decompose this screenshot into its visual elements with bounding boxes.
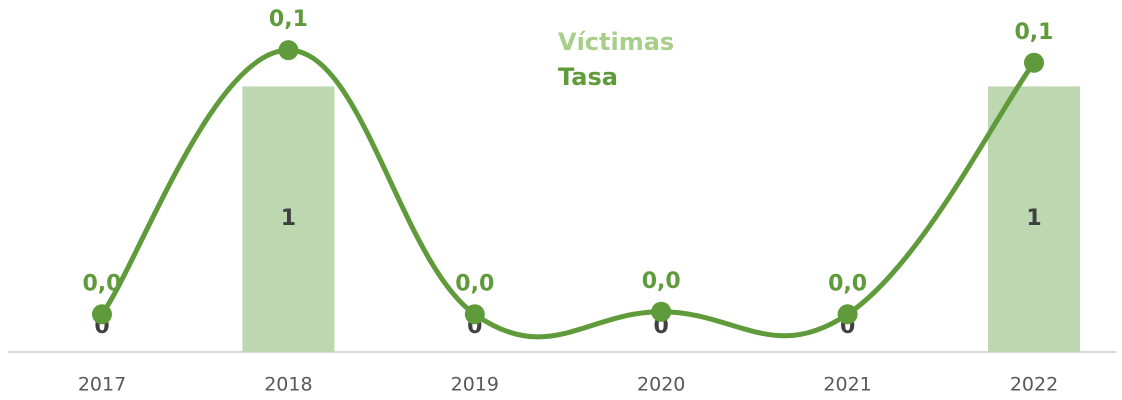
legend-entry: Víctimas <box>558 28 674 56</box>
x-tick-label: 2020 <box>637 374 685 396</box>
line <box>99 47 1037 340</box>
legend-entry: Tasa <box>558 63 618 91</box>
bar-value-label: 1 <box>1026 206 1041 231</box>
bar <box>242 86 335 353</box>
line-value-label: 0,0 <box>83 271 122 296</box>
line-value-label: 0,0 <box>642 269 681 294</box>
line-point <box>837 304 858 325</box>
x-tick-label: 2018 <box>264 374 312 396</box>
bar-value-label: 1 <box>281 206 296 231</box>
line-point <box>92 304 112 325</box>
line-value-label: 0,0 <box>828 271 867 296</box>
line-point <box>1024 52 1044 73</box>
line-point <box>651 301 672 322</box>
x-tick-label: 2019 <box>451 374 499 396</box>
bar <box>988 86 1080 353</box>
line-point <box>278 40 299 61</box>
line-point <box>464 304 485 325</box>
x-tick-label: 2021 <box>823 374 871 396</box>
line-value-label: 0,0 <box>455 271 494 296</box>
line-value-label: 0,1 <box>1015 20 1054 45</box>
line-value-label: 0,1 <box>269 7 308 32</box>
x-tick-label: 2022 <box>1010 374 1058 396</box>
x-tick-label: 2017 <box>78 374 126 396</box>
